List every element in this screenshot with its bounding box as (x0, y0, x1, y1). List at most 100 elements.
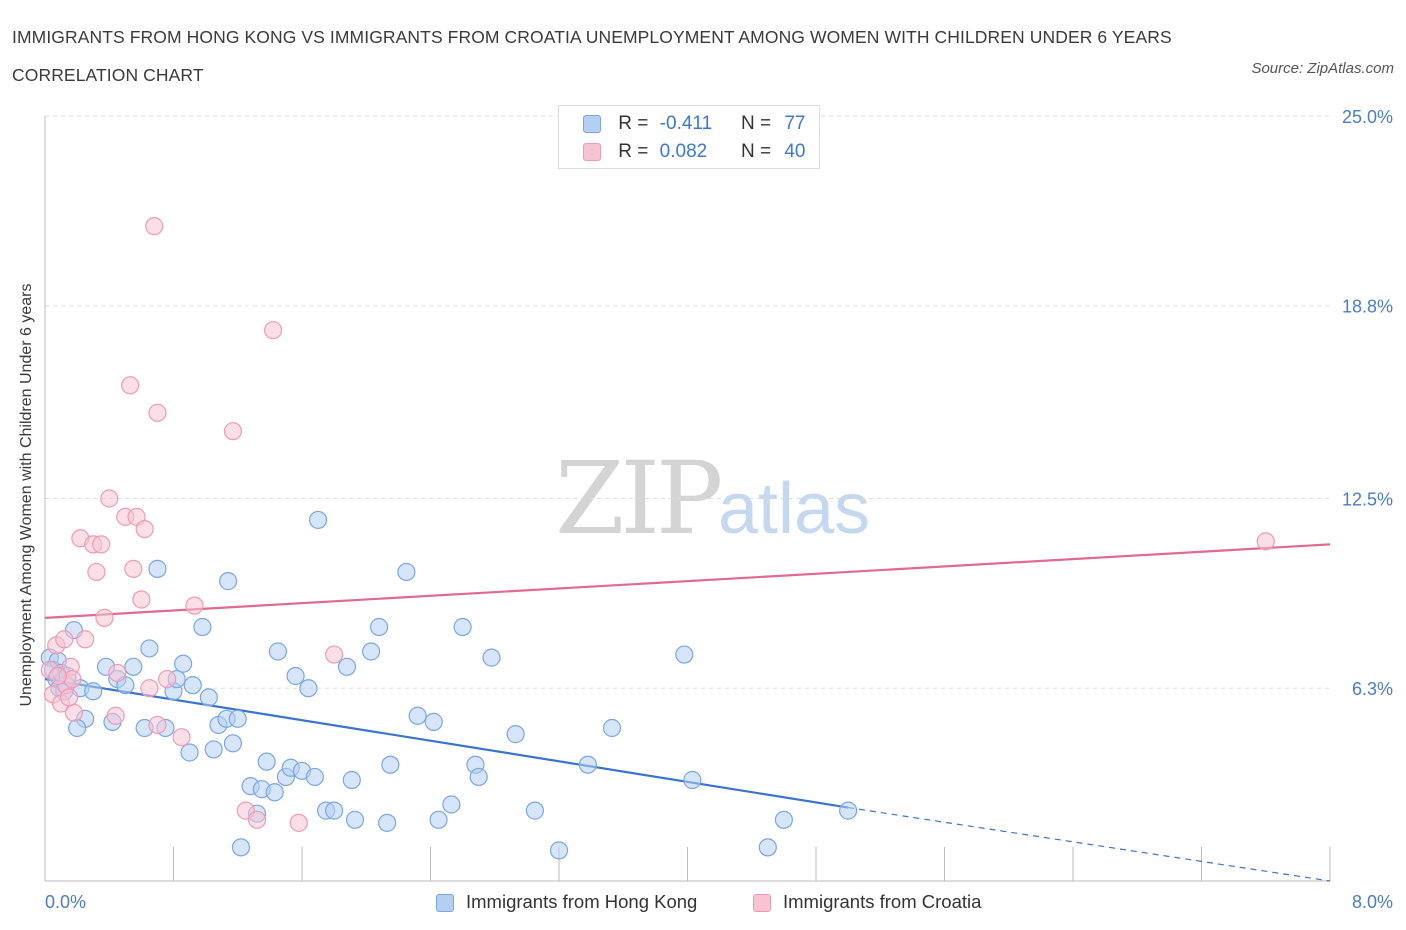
hong-kong-point (381, 755, 400, 774)
hong-kong-point (578, 755, 598, 774)
croatia-point (148, 403, 167, 422)
y-tick-label: 6.3% (1352, 679, 1393, 699)
hong-kong-point (424, 712, 443, 731)
croatia-point (1256, 532, 1275, 551)
croatia-point (106, 706, 125, 725)
hong-kong-point (231, 838, 251, 857)
hong-kong-point (219, 572, 238, 591)
croatia-point (108, 663, 127, 683)
grid-lines (45, 115, 1330, 689)
hong-kong-point (549, 841, 569, 860)
hong-kong-point (525, 801, 545, 820)
croatia-point (172, 728, 191, 747)
hong-kong-point (199, 688, 218, 707)
hong-kong-point (148, 559, 167, 578)
hong-kong-point (675, 645, 694, 664)
hong-kong-point (683, 770, 702, 790)
hong-kong-point (286, 666, 305, 686)
data-points (40, 217, 1275, 860)
n-value-hong-kong: 77 (784, 113, 806, 134)
hong-kong-point (223, 734, 243, 753)
hong-kong-point (257, 752, 276, 771)
hong-kong-point (204, 740, 223, 759)
croatia-point (55, 630, 74, 649)
hong-kong-point (345, 810, 365, 829)
y-tick-label: 18.8% (1342, 297, 1393, 317)
croatia-point (124, 559, 143, 578)
y-tick-label: 12.5% (1342, 490, 1393, 510)
hong-kong-point (325, 801, 344, 820)
legend-label-croatia: Immigrants from Croatia (783, 891, 982, 912)
y-tick-label: 25.0% (1342, 107, 1393, 127)
hong-kong-point (378, 813, 397, 832)
hong-kong-point (124, 657, 143, 676)
legend-row-croatia: R = 0.082 N = 40 (583, 137, 805, 167)
watermark-atlas: atlas (718, 469, 871, 549)
croatia-point (48, 666, 67, 686)
hong-kong-point (84, 682, 103, 701)
chart-source: Source: ZipAtlas.com (1251, 60, 1394, 77)
croatia-trend-line (44, 543, 1331, 619)
croatia-point (247, 810, 267, 829)
croatia-point (92, 535, 111, 554)
hong-kong-trend-line (44, 677, 849, 809)
r-label: R = (618, 113, 649, 134)
croatia-point (263, 321, 283, 340)
r-value-hong-kong: -0.411 (659, 113, 713, 134)
hong-kong-point (305, 767, 324, 787)
n-label: N = (740, 113, 772, 134)
croatia-point (121, 376, 140, 395)
hong-kong-point (442, 795, 461, 814)
hong-kong-point (308, 510, 328, 530)
croatia-point (135, 519, 154, 539)
croatia-point (325, 645, 344, 664)
tick-labels: 6.3% 12.5% 18.8% 25.0% 0.0% 8.0% (45, 107, 1393, 912)
legend-item-hong-kong[interactable]: Immigrants from Hong Kong (436, 888, 697, 916)
hong-kong-point (408, 706, 427, 725)
hong-kong-point (180, 743, 199, 762)
croatia-point (185, 596, 204, 615)
hong-kong-point (429, 810, 448, 829)
correlation-legend: R = -0.411 N = 77 R = 0.082 N = 40 (558, 105, 820, 169)
hong-kong-point (68, 718, 87, 738)
hong-kong-point (482, 648, 501, 667)
croatia-point (223, 422, 243, 441)
chart-title: IMMIGRANTS FROM HONG KONG VS IMMIGRANTS … (12, 27, 1172, 85)
hong-kong-trend-extension (848, 806, 1331, 882)
hong-kong-point (299, 679, 318, 698)
croatia-point (145, 217, 164, 236)
hong-kong-point (397, 562, 416, 582)
hong-kong-point (758, 838, 777, 857)
hong-kong-point (361, 642, 381, 661)
hong-kong-point (506, 725, 525, 744)
hong-kong-point (469, 767, 488, 787)
croatia-swatch (583, 142, 601, 161)
trend-lines (44, 543, 1331, 882)
hong-kong-point (839, 801, 858, 820)
croatia-point (148, 715, 167, 735)
hong-kong-point (453, 617, 472, 637)
hong-kong-swatch (436, 894, 454, 913)
croatia-swatch (753, 894, 771, 913)
hong-kong-point (174, 654, 193, 673)
croatia-point (76, 630, 95, 649)
legend-row-hong-kong: R = -0.411 N = 77 (583, 109, 805, 139)
hong-kong-point (337, 657, 357, 676)
croatia-point (132, 590, 151, 609)
x-tick-label: 8.0% (1352, 892, 1393, 912)
croatia-point (157, 669, 177, 689)
croatia-point (100, 489, 119, 508)
hong-kong-point (140, 639, 159, 658)
series-legend: Immigrants from Hong Kong Immigrants fro… (0, 888, 1406, 918)
croatia-point (95, 608, 114, 627)
n-value-croatia: 40 (784, 141, 806, 162)
legend-item-croatia[interactable]: Immigrants from Croatia (753, 888, 981, 916)
hong-kong-point (193, 617, 212, 637)
hong-kong-point (183, 676, 202, 695)
croatia-point (140, 679, 159, 698)
croatia-point (289, 813, 308, 832)
hong-kong-point (774, 810, 793, 829)
hong-kong-swatch (583, 114, 601, 133)
hong-kong-point (268, 642, 288, 661)
